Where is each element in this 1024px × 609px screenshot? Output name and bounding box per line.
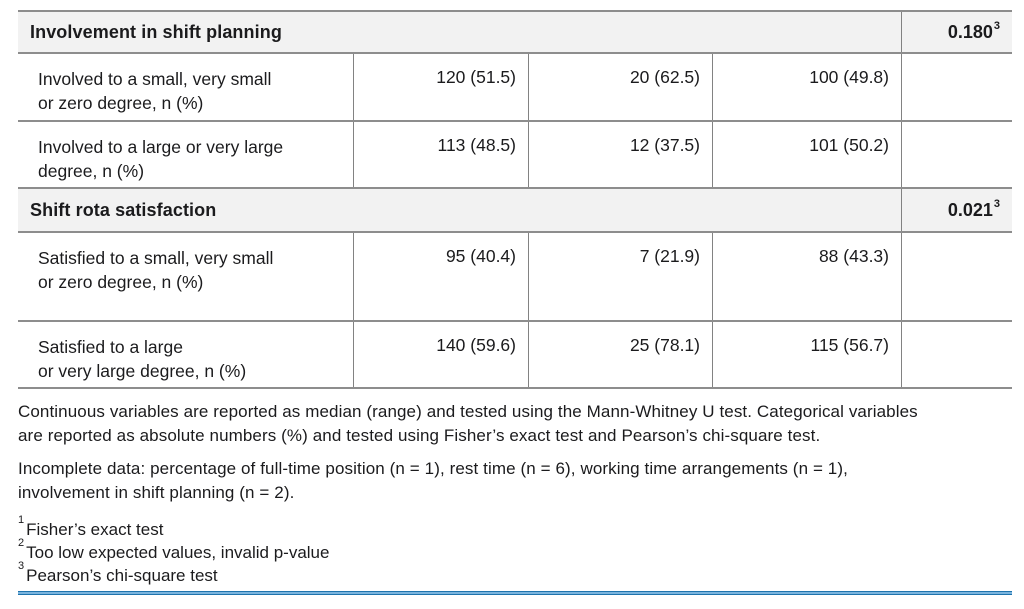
p-value-empty-cell (901, 122, 1012, 187)
p-value-empty-cell (901, 322, 1012, 387)
row-label: Satisfied to a small, very small or zero… (38, 248, 274, 292)
value-total: 113 (48.5) (353, 122, 528, 187)
table-row: Satisfied to a large or very large degre… (18, 322, 1012, 389)
footnote-text: Pearson’s chi-square test (26, 566, 218, 585)
value-group2: 88 (43.3) (712, 233, 901, 320)
p-value: 0.180 (947, 21, 993, 42)
bottom-accent-rule (18, 591, 1012, 595)
p-value: 0.021 (947, 199, 993, 220)
footnote-marker: 2 (18, 537, 25, 550)
footnote-2: 2 Too low expected values, invalid p-valu… (18, 538, 1024, 564)
section-title: Shift rota satisfaction (30, 199, 217, 220)
value-total: 95 (40.4) (353, 233, 528, 320)
table-row: Satisfied to a small, very small or zero… (18, 233, 1012, 322)
section-header-satisfaction: Shift rota satisfaction 0.021 3 (18, 189, 1012, 233)
p-value-cell: 0.021 3 (901, 189, 1012, 231)
value-group2: 101 (50.2) (712, 122, 901, 187)
value-total: 120 (51.5) (353, 54, 528, 120)
p-value-footnote-marker: 3 (993, 19, 1000, 32)
footnote-text: Fisher’s exact test (26, 520, 164, 539)
value-total: 140 (59.6) (353, 322, 528, 387)
table-row: Involved to a large or very large degree… (18, 122, 1012, 189)
statistics-table: Involvement in shift planning 0.180 3 Inv… (18, 10, 1012, 389)
p-value-cell: 0.180 3 (901, 12, 1012, 52)
row-label: Involved to a large or very large degree… (38, 137, 284, 181)
value-group1: 20 (62.5) (528, 54, 712, 120)
footnote-list: 1 Fisher’s exact test 2 Too low expected v… (18, 515, 1024, 587)
row-label: Involved to a small, very small or zero … (38, 69, 272, 113)
p-value-empty-cell (901, 54, 1012, 120)
footnote-marker: 1 (18, 514, 25, 527)
footnote-text: Too low expected values, invalid p-value (26, 543, 330, 562)
row-label: Satisfied to a large or very large degre… (38, 337, 247, 381)
note-incomplete-data: Incomplete data: percentage of full-time… (18, 459, 848, 502)
table-row: Involved to a small, very small or zero … (18, 54, 1012, 122)
footnote-marker: 3 (18, 560, 25, 573)
note-methods: Continuous variables are reported as med… (18, 402, 918, 445)
value-group1: 25 (78.1) (528, 322, 712, 387)
value-group1: 12 (37.5) (528, 122, 712, 187)
value-group2: 115 (56.7) (712, 322, 901, 387)
value-group1: 7 (21.9) (528, 233, 712, 320)
section-title: Involvement in shift planning (30, 21, 282, 42)
p-value-empty-cell (901, 233, 1012, 320)
page: Involvement in shift planning 0.180 3 Inv… (18, 10, 1024, 595)
p-value-footnote-marker: 3 (993, 197, 1000, 210)
footnote-1: 1 Fisher’s exact test (18, 515, 1024, 541)
footnote-3: 3 Pearson’s chi-square test (18, 561, 1024, 587)
value-group2: 100 (49.8) (712, 54, 901, 120)
section-header-involvement: Involvement in shift planning 0.180 3 (18, 12, 1012, 54)
